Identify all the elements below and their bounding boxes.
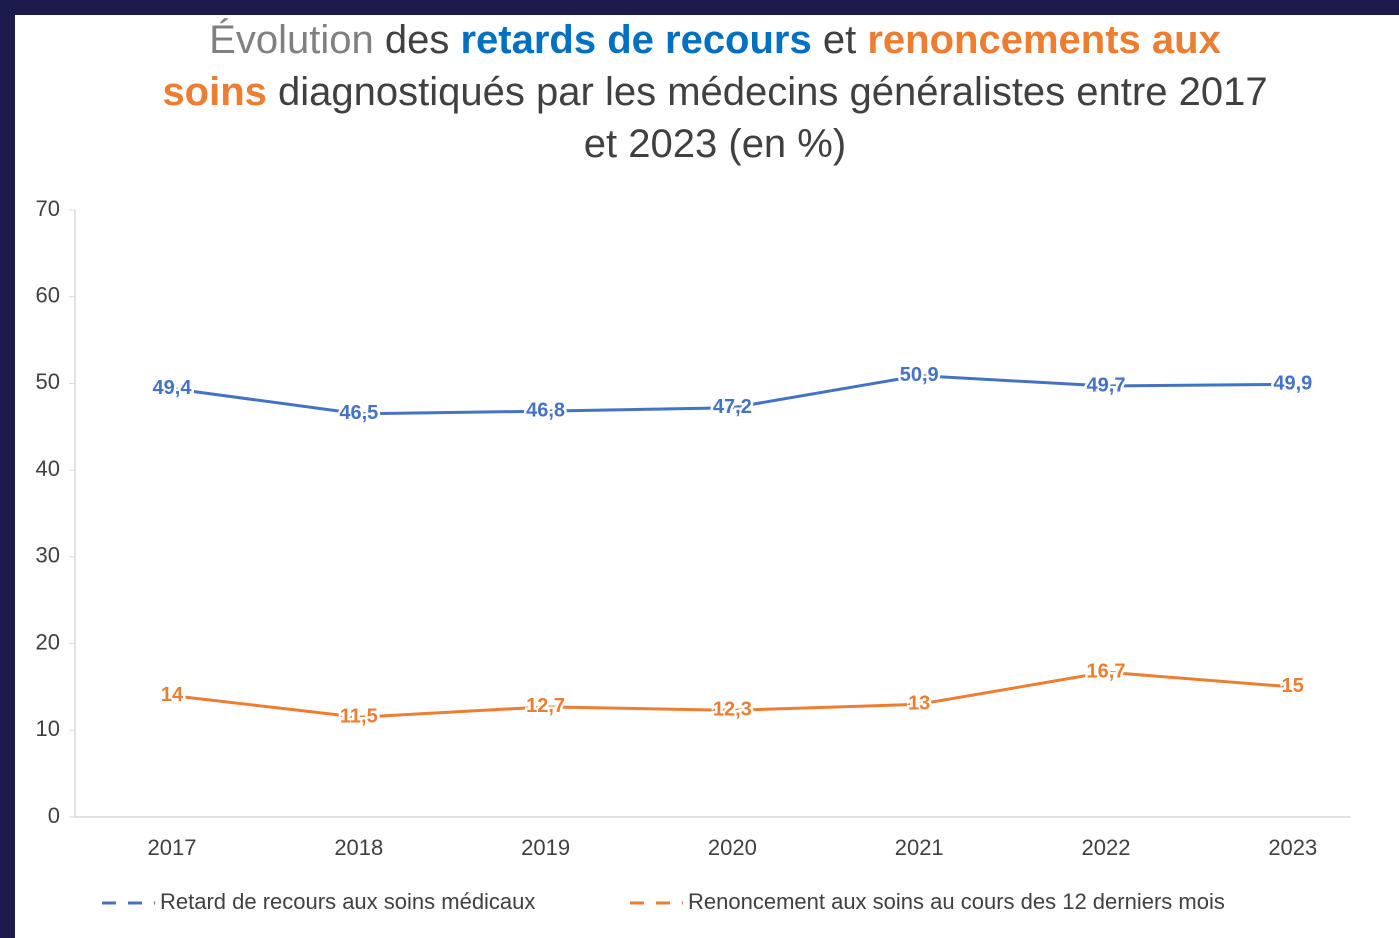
title-part: Évolution xyxy=(209,18,374,62)
y-tick-label: 40 xyxy=(36,456,60,481)
x-tick-label: 2018 xyxy=(334,835,383,860)
data-label: 46,8 xyxy=(526,399,565,421)
data-label: 50,9 xyxy=(900,364,939,386)
data-label: 46,5 xyxy=(339,402,378,424)
data-label: 15 xyxy=(1282,675,1304,697)
legend-label: Retard de recours aux soins médicaux xyxy=(160,889,535,914)
title-part: diagnostiqués par les médecins généralis… xyxy=(278,70,1268,166)
x-tick-label: 2022 xyxy=(1082,835,1131,860)
x-tick-label: 2020 xyxy=(708,835,757,860)
y-tick-label: 20 xyxy=(36,629,60,654)
series-line xyxy=(171,374,1293,416)
data-label: 14 xyxy=(161,684,184,706)
x-tick-label: 2021 xyxy=(895,835,944,860)
data-label: 16,7 xyxy=(1087,660,1126,682)
y-tick-label: 0 xyxy=(48,803,60,828)
data-label: 12,3 xyxy=(713,699,752,721)
data-label: 49,7 xyxy=(1087,374,1126,396)
data-label: 49,9 xyxy=(1273,373,1312,395)
data-label: 13 xyxy=(908,693,930,715)
title-part: et xyxy=(822,18,857,62)
x-tick-label: 2017 xyxy=(148,835,197,860)
data-label: 12,7 xyxy=(526,695,565,717)
data-label: 11,5 xyxy=(340,706,378,728)
y-tick-label: 30 xyxy=(36,543,60,568)
series-line xyxy=(171,670,1293,719)
data-label: 49,4 xyxy=(153,377,193,399)
chart-title: Évolution des retards de recours et reno… xyxy=(160,14,1270,170)
y-tick-label: 60 xyxy=(36,283,60,308)
y-tick-label: 70 xyxy=(36,196,60,221)
title-part: renoncements aux soins xyxy=(162,18,1221,114)
y-tick-label: 50 xyxy=(36,369,60,394)
data-label: 47,2 xyxy=(713,396,752,418)
x-tick-label: 2019 xyxy=(521,835,570,860)
y-tick-label: 10 xyxy=(36,716,60,741)
title-part: des xyxy=(384,18,450,62)
panel xyxy=(15,15,1399,938)
legend-label: Renoncement aux soins au cours des 12 de… xyxy=(688,889,1225,914)
title-part: retards de recours xyxy=(460,18,812,62)
x-tick-label: 2023 xyxy=(1268,835,1317,860)
